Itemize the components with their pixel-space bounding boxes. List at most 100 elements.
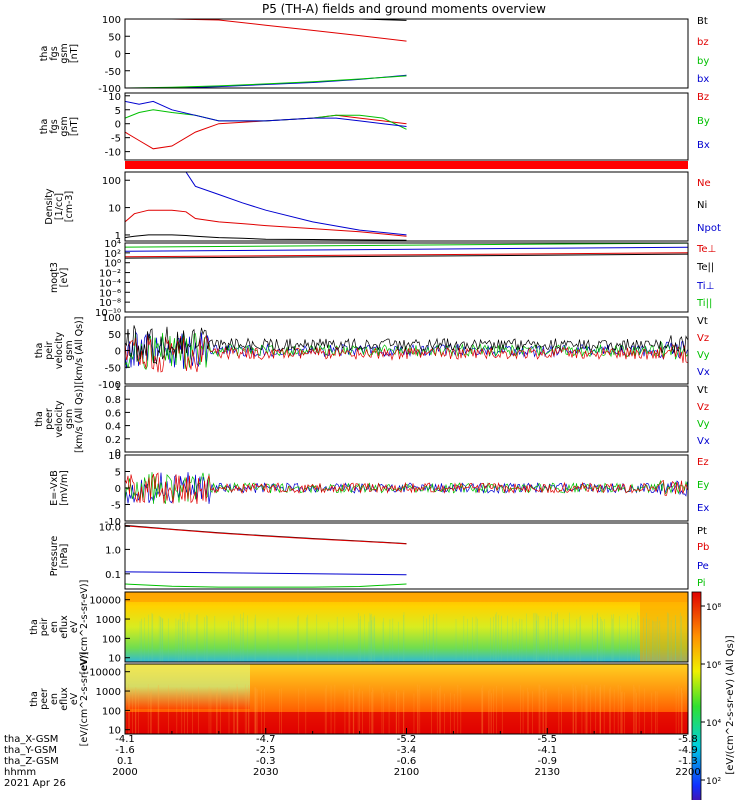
noisy-trace (124, 325, 688, 365)
y-tick-label: 10000 (89, 668, 121, 679)
y-tick-label: 0.8 (105, 395, 121, 406)
y-tick-label: 10 (108, 451, 121, 462)
legend-ey: Ey (697, 480, 709, 491)
legend-te-: Te|| (696, 262, 714, 273)
series-line-green-trace (124, 75, 407, 89)
y-tick-label: 0.2 (105, 435, 121, 446)
y-tick-label: 0 (115, 448, 121, 459)
legend-ez: Ez (697, 457, 709, 468)
spectrogram-fill (125, 592, 688, 662)
y-axis-label-line: tha (39, 119, 50, 135)
series-line-ne (124, 209, 407, 237)
legend-ex: Ex (697, 503, 709, 514)
x-tick-label-y-gsm: -1.6 (115, 745, 135, 756)
legend-pt: Pt (697, 526, 707, 537)
colorbar-tick-label: 10⁴ (706, 719, 721, 729)
series-line-pi (124, 583, 407, 588)
x-tick-label-z-gsm: -0.6 (397, 756, 417, 767)
x-tick-label-z-gsm: -1.3 (678, 756, 698, 767)
x-axis-date: 2021 Apr 26 (4, 778, 66, 789)
colorbar-frame (691, 591, 702, 800)
y-tick-label: 100 (102, 15, 121, 26)
y-tick-label: 1000 (96, 687, 121, 698)
y-axis-label-line: [cm-3] (64, 191, 75, 222)
y-tick-label: 50 (108, 330, 121, 341)
x-row-label-y-gsm: tha_Y-GSM (4, 745, 57, 756)
y-axis-label-line: eflux (59, 615, 70, 639)
series-line-ni (124, 234, 407, 241)
legend-npot: Npot (697, 223, 721, 234)
y-axis-label-line: gsm (64, 340, 75, 360)
y-axis-label: tha fgs gsm [nT] (39, 43, 80, 63)
x-tick-label-hhmm: 2000 (112, 767, 137, 778)
y-tick-label: 0 (115, 484, 121, 495)
legend-vy: Vy (697, 419, 710, 430)
y-tick-label: 10⁻⁴ (99, 278, 121, 289)
y-tick-label: 10⁻⁸ (99, 298, 121, 309)
panel-1: 100 50 0 -50 -100 tha fgs gsm [nT] Bt bz by bx (39, 15, 709, 95)
series-line-pe (124, 571, 407, 576)
x-tick-label-x-gsm: -5.5 (537, 734, 557, 745)
colorbar-tick-label: 10⁸ (706, 603, 721, 613)
y-tick-label: 10 (108, 92, 121, 103)
y-tick-label: 10⁴ (104, 239, 121, 250)
y-axis-label-line: gsm (59, 43, 70, 63)
y-axis-label: tha fgs gsm [nT] (39, 116, 80, 136)
y-axis-label-line: [1/cc] (54, 193, 65, 220)
y-tick-label: 0 (115, 120, 121, 131)
y-tick-label: 1 (115, 382, 121, 393)
legend-vt: Vt (697, 385, 708, 396)
x-row-label-z-gsm: tha_Z-GSM (4, 756, 59, 767)
legend-vz: Vz (697, 333, 709, 344)
y-axis-label-line: fgs (49, 46, 60, 60)
page-title: P5 (TH-A) fields and ground moments over… (262, 2, 546, 16)
series-line-bz (124, 114, 407, 150)
colorbar-tick-label: 10⁶ (706, 661, 721, 671)
x-tick-label-z-gsm: -0.9 (537, 756, 557, 767)
y-tick-label: -100 (98, 84, 121, 95)
y-axis-label-line: peir (44, 341, 55, 360)
legend-bz: bz (697, 37, 709, 48)
y-axis-label-line: Density (44, 188, 55, 224)
y-tick-label: 10000 (89, 596, 121, 607)
legend-pi: Pi (697, 578, 706, 589)
x-axis-labels: tha_X-GSM tha_Y-GSM tha_Z-GSM hhmm 2021 … (4, 728, 701, 789)
x-tick-label-x-gsm: -4.7 (256, 734, 276, 745)
y-tick-label: -5 (111, 134, 121, 145)
y-axis-label: Density [1/cc] [cm-3] (44, 188, 75, 224)
y-axis-label-line: eflux (59, 687, 70, 711)
x-tick-label-y-gsm: -4.1 (537, 745, 557, 756)
y-axis-label-line: [nT] (69, 44, 80, 63)
y-axis-label-line: tha (34, 343, 45, 359)
y-axis-label: Pressure [nPa] (49, 536, 70, 577)
colorbar-gradient (692, 592, 701, 800)
y-tick-label: 100 (102, 706, 121, 717)
y-axis-label-line: [mV/m] (59, 470, 70, 506)
panel-7: 10 5 0 -5 -10 E=-VxB [mV/m] Ez Ey Ex (49, 451, 709, 528)
legend-bx: Bx (697, 140, 710, 151)
x-row-label-x-gsm: tha_X-GSM (4, 734, 58, 745)
panel-frame (124, 591, 689, 663)
temperature-trace (124, 252, 689, 258)
panel-frame (124, 385, 689, 453)
y-axis-label-line: fgs (49, 119, 60, 133)
x-tick-label-x-gsm: -5.8 (678, 734, 698, 745)
y-axis-label-line: tha (29, 619, 40, 635)
x-tick-label-hhmm: 2100 (394, 767, 419, 778)
y-tick-label: -50 (105, 363, 121, 374)
series-line-bz (125, 18, 407, 42)
spectrogram-right-region (640, 592, 688, 662)
y-tick-label: 10⁻⁶ (99, 288, 121, 299)
y-axis-label-line: peer (39, 688, 50, 710)
y-axis-label-line: peir (39, 618, 50, 637)
spectrogram-1 (125, 592, 688, 662)
y-tick-label: -10 (105, 517, 121, 528)
y-axis-label-line: [km/s (All Qs)] (74, 317, 85, 385)
legend-te-: Te⊥ (696, 244, 716, 255)
panel-10: 10000 1000 100 10 tha peer en eflux eV [eV/(cm^2-… (29, 652, 689, 746)
flag-bar (125, 161, 688, 169)
x-tick-label-hhmm: 2130 (535, 767, 560, 778)
panel-2: 10 5 0 -5 -10 tha fgs gsm [nT] Bz By Bx (39, 92, 710, 161)
y-tick-label: 1.0 (105, 545, 121, 556)
